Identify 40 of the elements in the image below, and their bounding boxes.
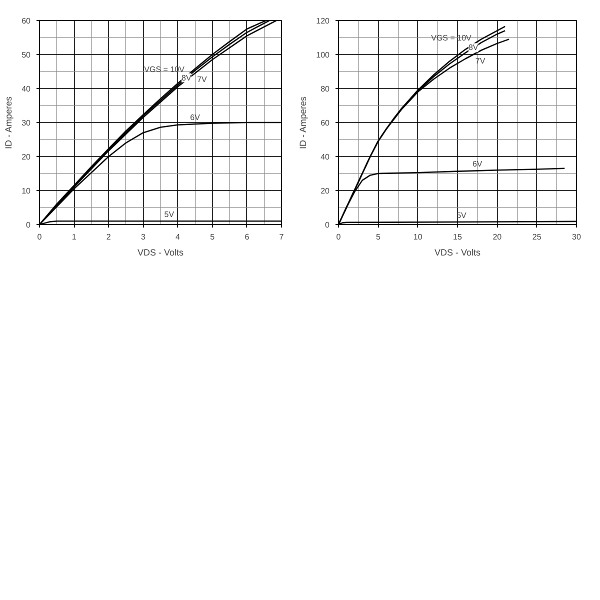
series-label: 7V (197, 75, 208, 84)
y-tick-label: 10 (22, 186, 32, 196)
series-label: 8V (182, 73, 192, 82)
x-tick-label: 3 (140, 232, 146, 242)
series-label: 8V (468, 43, 479, 52)
series-label: 5V (164, 210, 175, 220)
x-tick-label: 4 (176, 232, 181, 242)
series-label: 7V (475, 56, 486, 66)
y-tick-label: 40 (320, 152, 330, 162)
x-tick-label: 1 (72, 232, 77, 242)
x-tick-label: 15 (453, 232, 462, 242)
series-label: 6V (472, 160, 483, 169)
y-tick-label: 60 (22, 16, 32, 26)
x-tick-label: 20 (492, 232, 502, 242)
y-tick-label: 30 (22, 118, 32, 128)
x-tick-label: 30 (572, 232, 582, 242)
x-tick-label: 5 (210, 232, 216, 242)
y-tick-label: 80 (320, 84, 330, 94)
y-axis-title: ID - Amperes (4, 96, 14, 150)
x-tick-label: 6 (244, 232, 250, 242)
x-tick-label: 25 (532, 232, 542, 242)
x-tick-label: 2 (106, 232, 112, 242)
x-tick-label: 0 (336, 232, 342, 242)
y-tick-label: 120 (316, 16, 330, 26)
x-axis-title: VDS - Volts (434, 248, 482, 258)
y-tick-label: 0 (26, 220, 32, 230)
y-tick-label: 60 (320, 118, 330, 128)
y-tick-label: 40 (22, 84, 32, 94)
y-axis-title: ID - Amperes (298, 96, 308, 150)
x-tick-label: 5 (376, 232, 381, 242)
y-tick-label: 100 (316, 50, 330, 60)
y-tick-label: 20 (22, 152, 32, 162)
x-tick-label: 0 (37, 232, 42, 242)
y-tick-label: 50 (22, 50, 32, 60)
x-axis-title: VDS - Volts (137, 248, 184, 258)
y-tick-label: 20 (320, 186, 330, 196)
series-label: 6V (190, 113, 201, 122)
x-tick-label: 10 (413, 232, 423, 242)
y-tick-label: 0 (325, 220, 330, 230)
x-tick-label: 7 (279, 232, 284, 242)
